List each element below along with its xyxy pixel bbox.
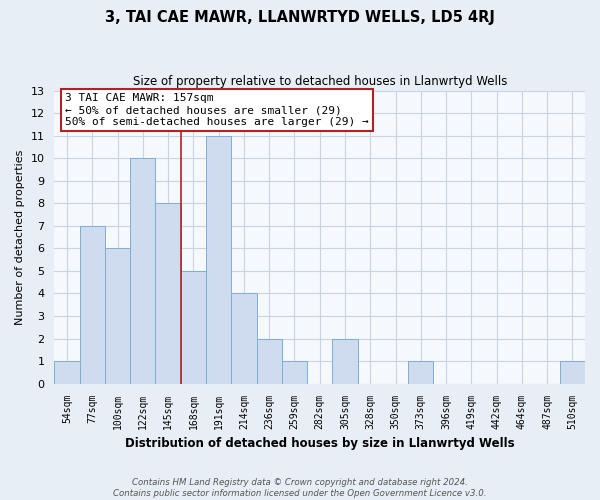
Bar <box>155 204 181 384</box>
Bar <box>105 248 130 384</box>
Bar <box>181 271 206 384</box>
Bar <box>408 361 433 384</box>
Bar <box>257 338 282 384</box>
Bar <box>206 136 231 384</box>
Text: 3, TAI CAE MAWR, LLANWRTYD WELLS, LD5 4RJ: 3, TAI CAE MAWR, LLANWRTYD WELLS, LD5 4R… <box>105 10 495 25</box>
Title: Size of property relative to detached houses in Llanwrtyd Wells: Size of property relative to detached ho… <box>133 75 507 88</box>
Bar <box>80 226 105 384</box>
Bar <box>231 294 257 384</box>
Bar <box>55 361 80 384</box>
Text: Contains HM Land Registry data © Crown copyright and database right 2024.
Contai: Contains HM Land Registry data © Crown c… <box>113 478 487 498</box>
Bar <box>560 361 585 384</box>
Bar <box>332 338 358 384</box>
Bar <box>282 361 307 384</box>
X-axis label: Distribution of detached houses by size in Llanwrtyd Wells: Distribution of detached houses by size … <box>125 437 515 450</box>
Text: 3 TAI CAE MAWR: 157sqm
← 50% of detached houses are smaller (29)
50% of semi-det: 3 TAI CAE MAWR: 157sqm ← 50% of detached… <box>65 94 369 126</box>
Bar <box>130 158 155 384</box>
Y-axis label: Number of detached properties: Number of detached properties <box>15 150 25 325</box>
